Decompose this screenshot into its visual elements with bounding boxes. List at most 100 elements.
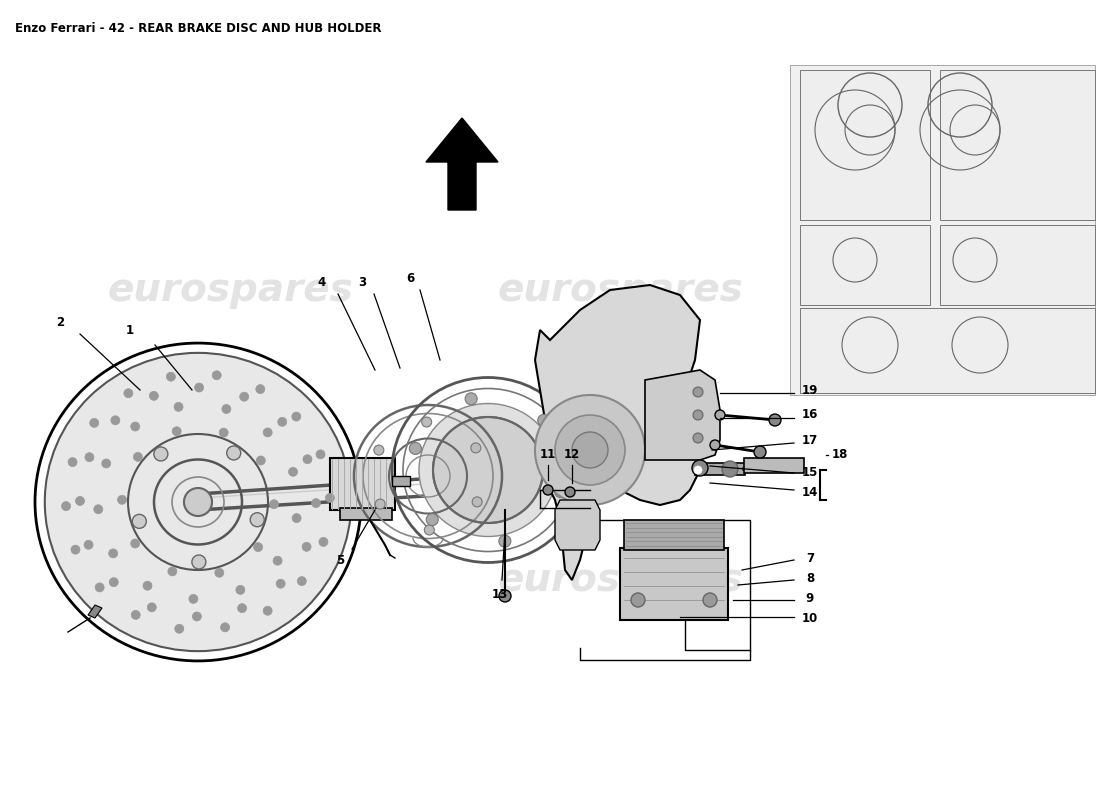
Text: eurospares: eurospares bbox=[107, 271, 353, 309]
Circle shape bbox=[472, 497, 482, 507]
Ellipse shape bbox=[433, 417, 543, 523]
Text: 13: 13 bbox=[492, 589, 508, 602]
Circle shape bbox=[769, 414, 781, 426]
Circle shape bbox=[263, 606, 272, 615]
Bar bbox=[940, 225, 1094, 305]
Circle shape bbox=[722, 461, 738, 477]
Text: 8: 8 bbox=[806, 571, 814, 585]
Circle shape bbox=[173, 426, 182, 436]
Circle shape bbox=[131, 539, 140, 548]
Bar bbox=[800, 225, 929, 305]
Circle shape bbox=[222, 405, 231, 414]
Circle shape bbox=[168, 567, 177, 576]
Circle shape bbox=[191, 555, 206, 569]
Bar bbox=[744, 458, 804, 473]
Circle shape bbox=[124, 389, 133, 398]
Circle shape bbox=[250, 513, 264, 526]
Circle shape bbox=[703, 593, 717, 607]
Circle shape bbox=[109, 549, 118, 558]
Circle shape bbox=[471, 443, 481, 453]
Circle shape bbox=[409, 442, 421, 454]
Circle shape bbox=[316, 450, 324, 459]
Circle shape bbox=[76, 497, 85, 506]
Circle shape bbox=[292, 412, 300, 421]
Circle shape bbox=[499, 535, 510, 547]
Bar bbox=[392, 476, 410, 486]
Circle shape bbox=[293, 514, 301, 522]
Circle shape bbox=[273, 556, 282, 566]
Circle shape bbox=[131, 610, 140, 619]
Circle shape bbox=[175, 624, 184, 634]
Circle shape bbox=[499, 590, 512, 602]
Circle shape bbox=[694, 466, 702, 474]
Bar bbox=[620, 548, 728, 620]
Circle shape bbox=[538, 414, 550, 426]
Circle shape bbox=[221, 623, 230, 632]
Circle shape bbox=[166, 372, 175, 381]
Text: 1: 1 bbox=[125, 323, 134, 337]
Text: eurospares: eurospares bbox=[497, 561, 742, 599]
Circle shape bbox=[131, 422, 140, 431]
Circle shape bbox=[256, 456, 265, 465]
Circle shape bbox=[297, 577, 306, 586]
Circle shape bbox=[62, 502, 70, 510]
Circle shape bbox=[147, 603, 156, 612]
Bar bbox=[790, 65, 1094, 395]
Circle shape bbox=[426, 514, 438, 526]
Circle shape bbox=[715, 410, 725, 420]
Text: 2: 2 bbox=[56, 315, 64, 329]
Circle shape bbox=[693, 387, 703, 397]
Polygon shape bbox=[645, 370, 720, 460]
Circle shape bbox=[302, 454, 312, 464]
Text: 11: 11 bbox=[540, 449, 557, 462]
Text: 7: 7 bbox=[806, 551, 814, 565]
Circle shape bbox=[240, 392, 249, 401]
Circle shape bbox=[184, 488, 212, 516]
Text: 14: 14 bbox=[802, 486, 818, 498]
Circle shape bbox=[421, 417, 431, 427]
Circle shape bbox=[85, 453, 94, 462]
Polygon shape bbox=[556, 500, 600, 550]
Circle shape bbox=[154, 447, 168, 461]
Text: 10: 10 bbox=[802, 611, 818, 625]
Circle shape bbox=[238, 604, 246, 613]
Circle shape bbox=[263, 428, 272, 437]
Circle shape bbox=[133, 452, 142, 462]
Bar bbox=[800, 70, 929, 220]
Circle shape bbox=[543, 485, 553, 495]
Circle shape bbox=[302, 542, 311, 551]
Text: 4: 4 bbox=[318, 275, 326, 289]
Circle shape bbox=[565, 487, 575, 497]
Ellipse shape bbox=[419, 403, 557, 537]
Circle shape bbox=[572, 432, 608, 468]
Bar bbox=[340, 508, 392, 520]
Circle shape bbox=[254, 542, 263, 552]
Text: 9: 9 bbox=[806, 591, 814, 605]
Ellipse shape bbox=[45, 353, 351, 651]
Circle shape bbox=[375, 499, 385, 509]
Circle shape bbox=[90, 418, 99, 427]
Circle shape bbox=[109, 578, 119, 586]
Circle shape bbox=[693, 433, 703, 443]
Circle shape bbox=[288, 467, 297, 476]
Text: 12: 12 bbox=[564, 449, 580, 462]
Circle shape bbox=[72, 545, 80, 554]
Circle shape bbox=[150, 391, 158, 400]
Circle shape bbox=[192, 612, 201, 621]
Polygon shape bbox=[88, 605, 102, 618]
Circle shape bbox=[132, 514, 146, 528]
Text: 18: 18 bbox=[832, 449, 848, 462]
Text: 6: 6 bbox=[406, 271, 414, 285]
Polygon shape bbox=[426, 118, 498, 210]
Circle shape bbox=[118, 495, 127, 504]
Circle shape bbox=[311, 498, 320, 507]
Circle shape bbox=[111, 416, 120, 425]
Circle shape bbox=[374, 445, 384, 455]
Circle shape bbox=[535, 395, 645, 505]
Circle shape bbox=[227, 446, 241, 460]
Circle shape bbox=[276, 579, 285, 588]
Circle shape bbox=[96, 583, 104, 592]
Circle shape bbox=[319, 538, 328, 546]
Circle shape bbox=[710, 440, 720, 450]
Circle shape bbox=[554, 486, 566, 498]
